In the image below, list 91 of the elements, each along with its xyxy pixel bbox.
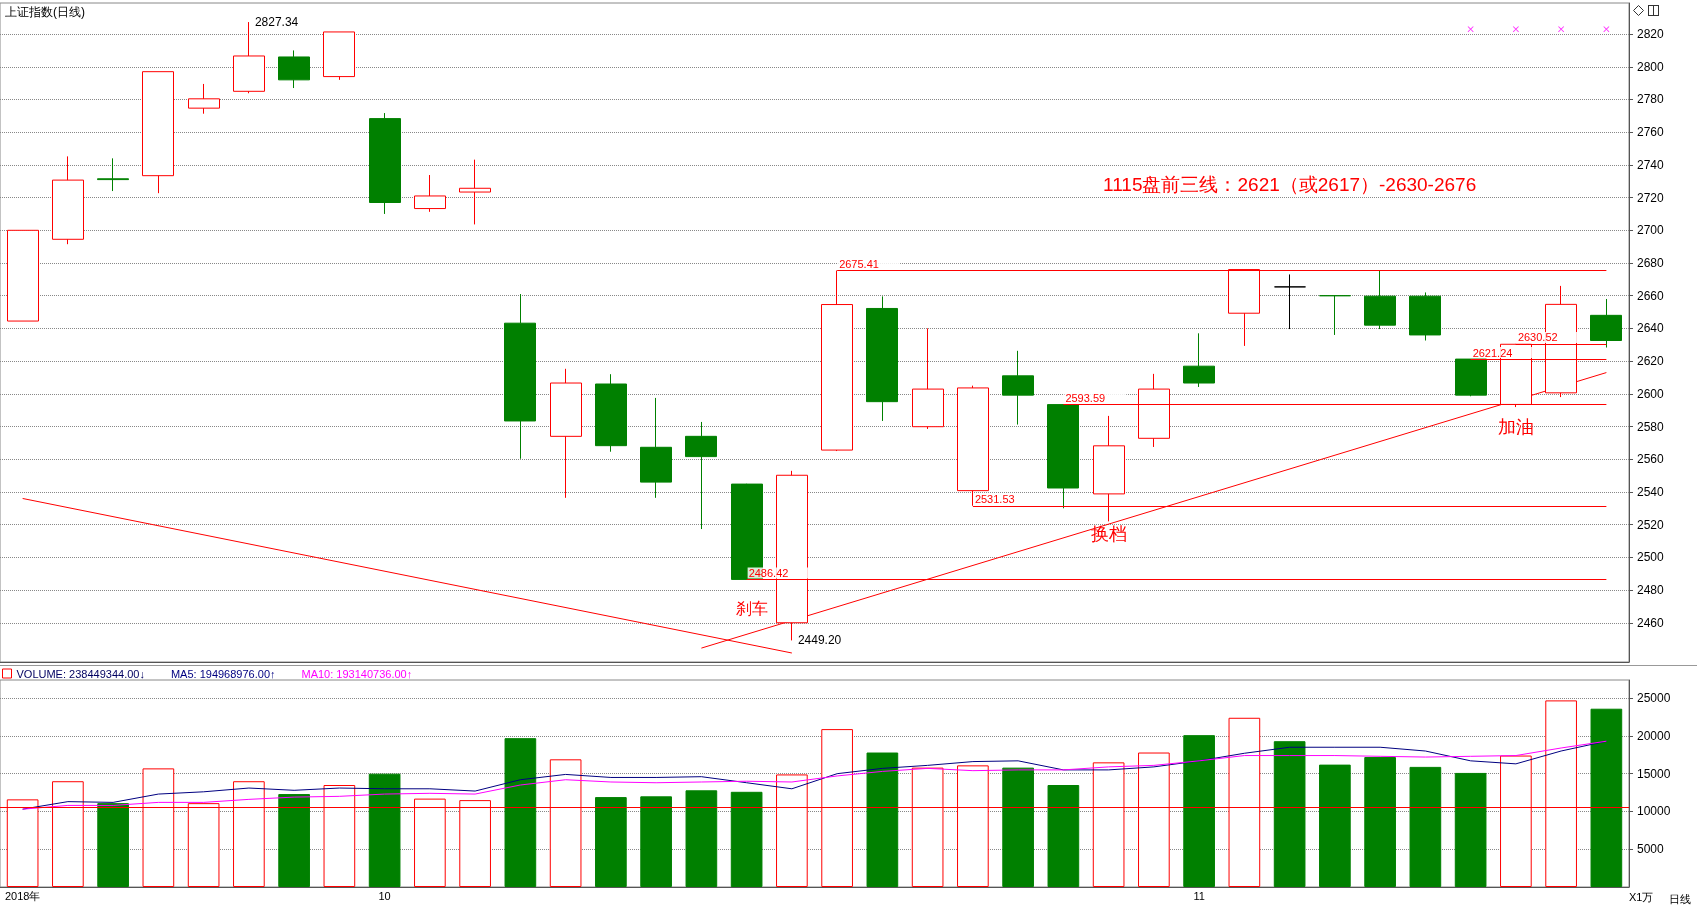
annotation: 1115盘前三线：2621（或2617）-2630-2676 xyxy=(1103,174,1477,196)
ref-line-label: 2531.53 xyxy=(974,493,1015,506)
bar xyxy=(1002,767,1034,887)
ref-line-label: 2630.52 xyxy=(1517,331,1558,344)
bar xyxy=(1183,735,1215,887)
ref-line-label: 2593.59 xyxy=(1065,391,1106,404)
bar xyxy=(1273,741,1306,887)
candlestick xyxy=(1409,291,1441,342)
text: MA10: 193140736.00↑ xyxy=(301,667,413,680)
candlestick xyxy=(1183,332,1215,388)
y-tick-label: 2660 xyxy=(1637,288,1665,303)
y-tick-label: 2780 xyxy=(1637,92,1665,107)
candlestick xyxy=(1319,295,1351,336)
candlestick xyxy=(1590,298,1622,349)
chart-title: 上证指数(日线) xyxy=(5,5,85,19)
text: MA5: 194968976.00↑ xyxy=(170,667,276,680)
y-tick-label: 2580 xyxy=(1637,419,1665,434)
y-tick-label: 2560 xyxy=(1637,452,1665,467)
y-tick-label: 2760 xyxy=(1637,125,1665,140)
annotation: 2449.20 xyxy=(797,633,842,648)
bar xyxy=(866,752,899,887)
candlestick xyxy=(142,71,174,194)
ref-line-label: 2621.24 xyxy=(1472,346,1513,359)
annotation: 换档 xyxy=(1090,524,1127,545)
candlestick xyxy=(640,397,672,499)
y-tick-label: 2460 xyxy=(1637,615,1665,630)
y-tick-label: 5000 xyxy=(1637,842,1665,857)
annotation: 加油 xyxy=(1497,416,1534,437)
candlestick xyxy=(97,157,129,192)
y-tick-label: 2500 xyxy=(1637,550,1665,565)
candlestick xyxy=(278,49,310,89)
bar xyxy=(368,773,401,887)
y-tick-label: 20000 xyxy=(1637,728,1671,743)
candlestick xyxy=(821,270,853,452)
bar xyxy=(595,797,627,887)
bar xyxy=(730,791,763,887)
candlestick xyxy=(459,159,491,225)
annotation: 刹车 xyxy=(735,599,768,617)
y-tick-label: 2820 xyxy=(1637,27,1665,42)
line-series xyxy=(22,740,1607,810)
y-tick-label: 2680 xyxy=(1637,256,1665,270)
candlestick xyxy=(550,368,582,499)
y-tick-label: 2540 xyxy=(1637,484,1665,499)
candlestick xyxy=(1002,350,1034,426)
bar xyxy=(1454,772,1487,887)
candlestick xyxy=(52,155,84,245)
y-tick-label: 25000 xyxy=(1637,691,1671,706)
candlestick xyxy=(1047,403,1079,509)
y-tick-label: 2620 xyxy=(1637,354,1665,369)
y-tick-label: 2520 xyxy=(1637,517,1665,532)
candlestick xyxy=(1274,273,1306,330)
bar xyxy=(504,738,537,887)
candlestick xyxy=(1364,269,1396,330)
bar xyxy=(278,794,310,887)
x-tick-label: 11 xyxy=(1193,889,1205,902)
candlestick xyxy=(323,31,355,81)
y-tick-label: 2740 xyxy=(1637,157,1665,172)
y-tick-label: 2480 xyxy=(1637,583,1665,598)
candlestick xyxy=(369,112,401,215)
text: 日线 xyxy=(1669,892,1691,905)
candlestick xyxy=(912,327,944,430)
y-tick-label: 15000 xyxy=(1637,766,1671,781)
candlestick xyxy=(414,174,446,213)
x-tick-label: 2018年 xyxy=(4,889,41,902)
candlestick xyxy=(7,229,39,322)
ref-line-label: 2675.41 xyxy=(839,258,879,271)
y-tick-label: 2600 xyxy=(1637,386,1665,401)
y-tick-label: 2800 xyxy=(1637,59,1665,74)
annotation: 2827.34 xyxy=(254,15,299,30)
y-tick-label: 2720 xyxy=(1637,190,1665,205)
ref-line-label: 2486.42 xyxy=(748,567,789,580)
bar xyxy=(1590,708,1623,887)
y-tick-label: 10000 xyxy=(1637,804,1671,819)
bar xyxy=(640,796,672,887)
y-axis-title: X1万 xyxy=(1629,890,1654,903)
candlestick xyxy=(1455,358,1487,397)
bar xyxy=(1319,764,1351,887)
bar xyxy=(1364,757,1396,887)
bar xyxy=(1409,766,1442,887)
y-tick-label: 2700 xyxy=(1637,223,1665,238)
candlestick xyxy=(188,83,220,115)
candlestick xyxy=(504,293,536,460)
candlestick xyxy=(595,373,627,453)
y-tick-label: 2640 xyxy=(1637,321,1665,336)
bar xyxy=(685,790,718,887)
legend-label: VOLUME: 238449344.00↓ xyxy=(16,667,145,680)
bar xyxy=(97,803,129,887)
x-tick-label: 10 xyxy=(378,889,391,902)
bar xyxy=(1047,785,1080,887)
candlestick xyxy=(866,295,898,422)
candlestick xyxy=(685,421,717,530)
